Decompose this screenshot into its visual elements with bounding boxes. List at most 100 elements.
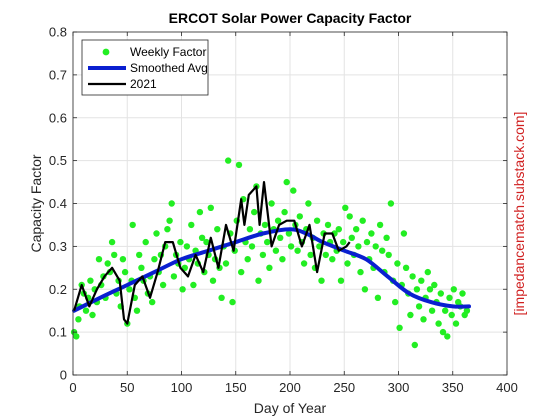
x-axis-title: Day of Year bbox=[254, 400, 327, 416]
y-tick-label: 0.6 bbox=[49, 110, 67, 125]
weekly-factor-point bbox=[337, 277, 345, 284]
weekly-factor-point bbox=[300, 260, 308, 267]
weekly-factor-point bbox=[285, 230, 293, 237]
weekly-factor-point bbox=[437, 290, 444, 297]
weekly-factor-point bbox=[435, 320, 442, 327]
weekly-factor-point bbox=[353, 226, 360, 233]
weekly-factor-point bbox=[179, 286, 186, 293]
weekly-factor-point bbox=[246, 226, 254, 233]
y-tick-label: 0.8 bbox=[49, 25, 67, 40]
weekly-factor-point bbox=[207, 204, 214, 211]
weekly-factor-point bbox=[368, 230, 375, 237]
weekly-factor-point bbox=[446, 294, 453, 301]
weekly-factor-point bbox=[463, 307, 471, 314]
weekly-factor-point bbox=[89, 311, 96, 319]
weekly-factor-point bbox=[322, 251, 329, 259]
weekly-factor-point bbox=[149, 298, 156, 306]
weekly-factor-point bbox=[82, 307, 90, 314]
weekly-factor-point bbox=[294, 247, 301, 254]
weekly-factor-point bbox=[442, 307, 449, 314]
x-tick-label: 400 bbox=[496, 380, 518, 395]
weekly-factor-point bbox=[374, 294, 382, 301]
legend: Weekly Factor Smoothed Avg 2021 bbox=[81, 39, 209, 96]
weekly-factor-point bbox=[225, 157, 232, 164]
weekly-factor-point bbox=[188, 221, 195, 229]
weekly-factor-point bbox=[238, 268, 245, 276]
x-tick-label: 100 bbox=[171, 380, 193, 395]
weekly-factor-point bbox=[129, 221, 136, 229]
weekly-factor-point bbox=[363, 238, 371, 246]
weekly-factor-point bbox=[183, 243, 191, 250]
weekly-factor-point bbox=[318, 277, 325, 284]
weekly-factor-point bbox=[138, 264, 145, 271]
weekly-factor-point bbox=[411, 341, 418, 349]
weekly-factor-point bbox=[87, 277, 94, 284]
weekly-factor-point bbox=[346, 213, 353, 220]
weekly-factor-point bbox=[444, 333, 451, 340]
weekly-factor-point bbox=[359, 217, 366, 224]
weekly-factor-point bbox=[428, 307, 436, 314]
weekly-factor-point bbox=[159, 281, 167, 289]
weekly-factor-point bbox=[439, 328, 447, 336]
weekly-factor-point bbox=[307, 251, 314, 259]
x-tick-label: 300 bbox=[388, 380, 410, 395]
weekly-factor-point bbox=[383, 234, 390, 241]
weekly-factor-point bbox=[290, 187, 297, 194]
weekly-factor-point bbox=[426, 286, 434, 293]
weekly-factor-point bbox=[218, 294, 225, 301]
y-tick-label: 0.4 bbox=[49, 196, 67, 211]
weekly-factor-point bbox=[385, 251, 392, 259]
weekly-factor-point bbox=[266, 264, 273, 271]
weekly-factor-point bbox=[75, 316, 82, 323]
weekly-factor-point bbox=[95, 256, 103, 263]
weekly-factor-point bbox=[268, 200, 275, 207]
weekly-factor-point bbox=[244, 256, 251, 263]
weekly-factor-point bbox=[296, 213, 303, 220]
weekly-factor-point bbox=[121, 268, 129, 276]
x-tick-label: 200 bbox=[279, 380, 301, 395]
chart-title: ERCOT Solar Power Capacity Factor bbox=[169, 10, 412, 26]
weekly-factor-point bbox=[151, 256, 158, 263]
weekly-factor-point bbox=[372, 243, 379, 250]
weekly-factor-point bbox=[170, 273, 178, 280]
weekly-factor-point bbox=[407, 311, 414, 319]
weekly-factor-point bbox=[281, 208, 288, 216]
weekly-factor-point bbox=[248, 243, 256, 250]
weekly-factor-point bbox=[168, 200, 175, 207]
weekly-factor-point bbox=[348, 234, 355, 241]
weekly-factor-point bbox=[340, 238, 347, 246]
weekly-factor-point bbox=[251, 208, 258, 216]
weekly-factor-point bbox=[177, 238, 184, 246]
y-tick-label: 0.2 bbox=[49, 282, 67, 297]
weekly-factor-point bbox=[272, 247, 280, 254]
weekly-factor-point bbox=[413, 286, 421, 293]
y-tick-label: 0 bbox=[60, 368, 67, 383]
weekly-factor-point bbox=[392, 298, 399, 306]
weekly-factor-point bbox=[324, 221, 332, 229]
weekly-factor-point bbox=[335, 226, 342, 233]
smoothed-avg-line bbox=[72, 227, 471, 313]
weekly-factor-point bbox=[313, 217, 321, 224]
y-tick-label: 0.5 bbox=[49, 153, 67, 168]
weekly-factor-point bbox=[104, 260, 111, 267]
watermark-text: [impedancematch.substack.com] bbox=[511, 112, 527, 316]
weekly-factor-point bbox=[342, 204, 349, 211]
weekly-factor-point bbox=[119, 256, 127, 263]
weekly-factor-point bbox=[400, 230, 408, 237]
weekly-factor-point bbox=[214, 226, 221, 233]
x-tick-label: 150 bbox=[225, 380, 247, 395]
legend-label-weekly-factor: Weekly Factor bbox=[130, 45, 206, 59]
legend-label-2021: 2021 bbox=[130, 77, 157, 91]
x-tick-label: 50 bbox=[120, 380, 134, 395]
year-2021-line bbox=[73, 181, 351, 325]
weekly-factor-point bbox=[229, 298, 236, 306]
weekly-factor-point bbox=[279, 256, 286, 263]
weekly-factor-point bbox=[420, 316, 427, 323]
weekly-factor-point bbox=[274, 217, 282, 224]
weekly-factor-point bbox=[448, 311, 455, 319]
weekly-factor-point bbox=[255, 277, 262, 284]
weekly-factor-point bbox=[376, 221, 384, 229]
weekly-factor-point bbox=[209, 277, 217, 284]
weekly-factor-point bbox=[357, 268, 364, 276]
